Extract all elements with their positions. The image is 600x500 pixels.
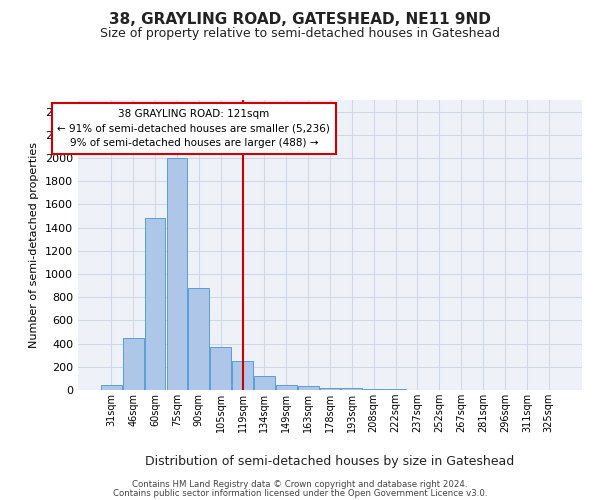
Text: 38 GRAYLING ROAD: 121sqm
← 91% of semi-detached houses are smaller (5,236)
9% of: 38 GRAYLING ROAD: 121sqm ← 91% of semi-d…: [58, 108, 331, 148]
Text: Contains public sector information licensed under the Open Government Licence v3: Contains public sector information licen…: [113, 489, 487, 498]
Bar: [188, 288, 209, 390]
Text: 38, GRAYLING ROAD, GATESHEAD, NE11 9ND: 38, GRAYLING ROAD, GATESHEAD, NE11 9ND: [109, 12, 491, 28]
Bar: [167, 158, 187, 390]
Bar: [254, 376, 275, 390]
Text: Size of property relative to semi-detached houses in Gateshead: Size of property relative to semi-detach…: [100, 28, 500, 40]
Bar: [210, 347, 231, 390]
Y-axis label: Number of semi-detached properties: Number of semi-detached properties: [29, 142, 40, 348]
Bar: [320, 388, 340, 390]
Bar: [385, 389, 406, 390]
Bar: [298, 386, 319, 390]
Text: Distribution of semi-detached houses by size in Gateshead: Distribution of semi-detached houses by …: [145, 454, 515, 468]
Text: Contains HM Land Registry data © Crown copyright and database right 2024.: Contains HM Land Registry data © Crown c…: [132, 480, 468, 489]
Bar: [101, 386, 122, 390]
Bar: [276, 386, 296, 390]
Bar: [145, 218, 166, 390]
Bar: [341, 388, 362, 390]
Bar: [232, 361, 253, 390]
Bar: [364, 389, 384, 390]
Bar: [123, 338, 143, 390]
